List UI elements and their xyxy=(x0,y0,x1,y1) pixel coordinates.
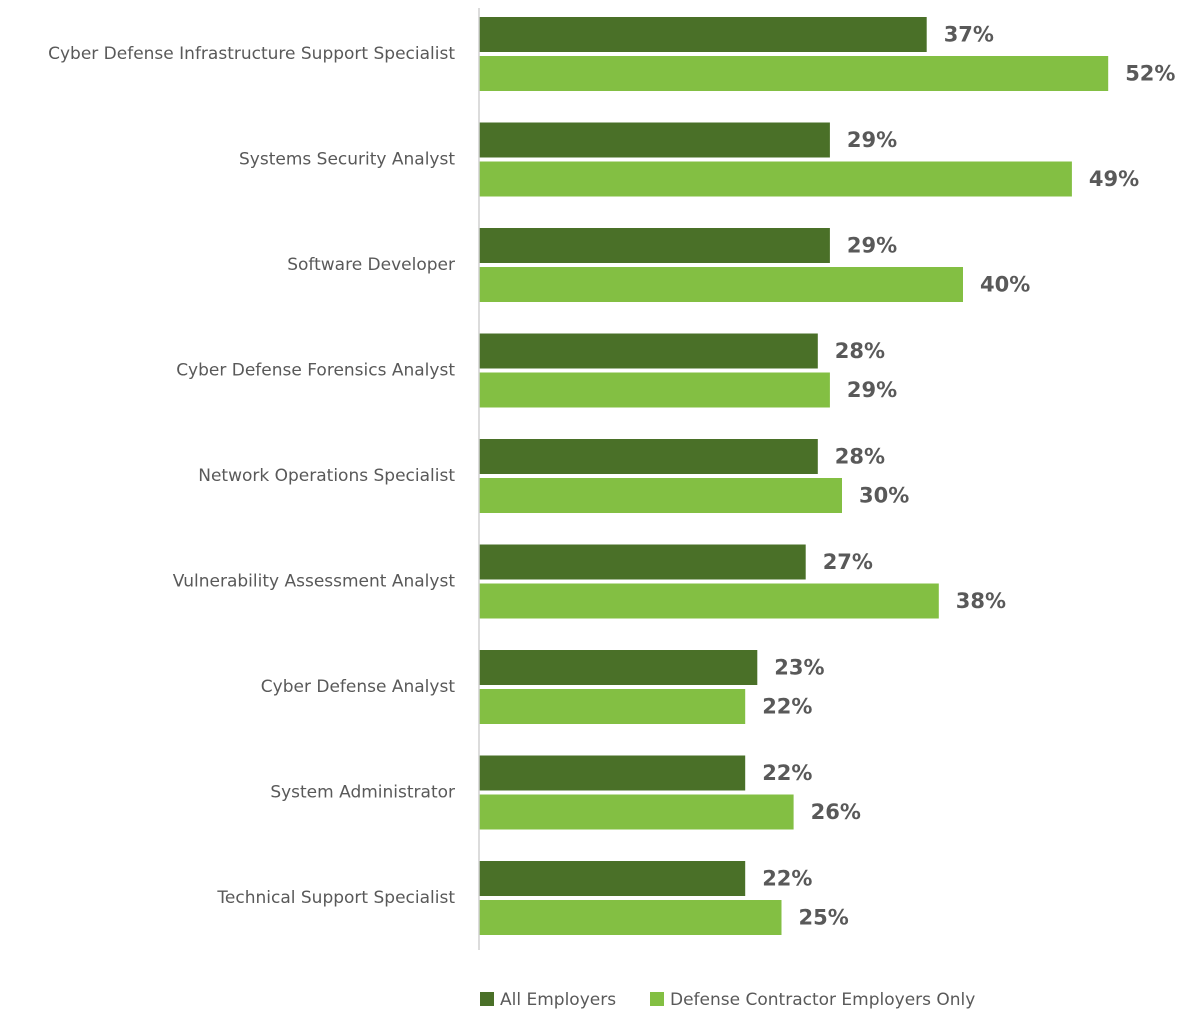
category-label-vulnerability-assessment-analyst: Vulnerability Assessment Analyst xyxy=(173,572,456,592)
legend: All Employers Defense Contractor Employer… xyxy=(480,990,975,1010)
bar-defense-contractor-employers-only-network-operations-specialist xyxy=(479,478,842,513)
bar-all-employers-software-developer xyxy=(479,228,830,263)
bar-defense-contractor-employers-only-system-administrator xyxy=(479,794,794,830)
value-label-defense-contractor-employers-only-technical-support-specialist: 25% xyxy=(799,906,849,930)
value-label-all-employers-software-developer: 29% xyxy=(847,234,897,258)
bar-all-employers-cyber-defense-analyst xyxy=(479,650,758,685)
bar-all-employers-systems-security-analyst xyxy=(479,122,830,158)
value-label-all-employers-network-operations-specialist: 28% xyxy=(835,445,885,469)
bar-defense-contractor-employers-only-systems-security-analyst xyxy=(479,161,1072,197)
category-labels: Cyber Defense Infrastructure Support Spe… xyxy=(48,44,455,908)
value-label-defense-contractor-employers-only-system-administrator: 26% xyxy=(811,800,861,824)
legend-swatch-all-employers xyxy=(480,992,494,1006)
category-label-cyber-defense-forensics-analyst: Cyber Defense Forensics Analyst xyxy=(176,361,455,381)
value-label-all-employers-cyber-defense-forensics-analyst: 28% xyxy=(835,339,885,363)
value-label-defense-contractor-employers-only-network-operations-specialist: 30% xyxy=(859,484,909,508)
value-label-defense-contractor-employers-only-vulnerability-assessment-analyst: 38% xyxy=(956,589,1006,613)
bar-all-employers-system-administrator xyxy=(479,755,746,791)
category-label-technical-support-specialist: Technical Support Specialist xyxy=(216,888,455,908)
value-label-all-employers-vulnerability-assessment-analyst: 27% xyxy=(823,550,873,574)
value-label-all-employers-cyber-defense-analyst: 23% xyxy=(774,656,824,680)
bar-defense-contractor-employers-only-software-developer xyxy=(479,267,963,302)
value-label-defense-contractor-employers-only-cyber-defense-analyst: 22% xyxy=(762,695,812,719)
category-label-system-administrator: System Administrator xyxy=(270,783,455,803)
legend-swatch-defense-contractor-employers-only xyxy=(650,992,664,1006)
bar-all-employers-cyber-defense-infrastructure-support-specialist xyxy=(479,17,927,52)
category-label-cyber-defense-infrastructure-support-specialist: Cyber Defense Infrastructure Support Spe… xyxy=(48,44,455,64)
category-label-network-operations-specialist: Network Operations Specialist xyxy=(198,466,455,486)
bar-all-employers-technical-support-specialist xyxy=(479,861,746,896)
bar-defense-contractor-employers-only-cyber-defense-infrastructure-support-specialist xyxy=(479,56,1109,91)
legend-label-all-employers: All Employers xyxy=(500,990,616,1010)
bar-defense-contractor-employers-only-vulnerability-assessment-analyst xyxy=(479,583,939,619)
bar-all-employers-cyber-defense-forensics-analyst xyxy=(479,333,818,369)
value-label-defense-contractor-employers-only-systems-security-analyst: 49% xyxy=(1089,167,1139,191)
value-label-defense-contractor-employers-only-cyber-defense-forensics-analyst: 29% xyxy=(847,378,897,402)
category-label-cyber-defense-analyst: Cyber Defense Analyst xyxy=(261,677,456,697)
category-label-systems-security-analyst: Systems Security Analyst xyxy=(239,150,455,170)
value-label-all-employers-technical-support-specialist: 22% xyxy=(762,867,812,891)
value-labels: 37% 52% 29% 49% 29% 40% 28% 29% 28% 30% 27% 38% 23% 2… xyxy=(762,23,1175,930)
bar-all-employers-network-operations-specialist xyxy=(479,439,818,474)
value-label-all-employers-systems-security-analyst: 29% xyxy=(847,128,897,152)
legend-label-defense-contractor-employers-only: Defense Contractor Employers Only xyxy=(670,990,975,1010)
bar-defense-contractor-employers-only-technical-support-specialist xyxy=(479,900,782,935)
value-label-all-employers-system-administrator: 22% xyxy=(762,761,812,785)
bar-all-employers-vulnerability-assessment-analyst xyxy=(479,544,806,580)
value-label-all-employers-cyber-defense-infrastructure-support-specialist: 37% xyxy=(944,23,994,47)
bars xyxy=(479,17,1109,935)
category-label-software-developer: Software Developer xyxy=(287,255,455,275)
bar-defense-contractor-employers-only-cyber-defense-forensics-analyst xyxy=(479,372,830,408)
value-label-defense-contractor-employers-only-cyber-defense-infrastructure-support-specialist: 52% xyxy=(1125,62,1175,86)
bar-defense-contractor-employers-only-cyber-defense-analyst xyxy=(479,689,746,724)
value-label-defense-contractor-employers-only-software-developer: 40% xyxy=(980,273,1030,297)
